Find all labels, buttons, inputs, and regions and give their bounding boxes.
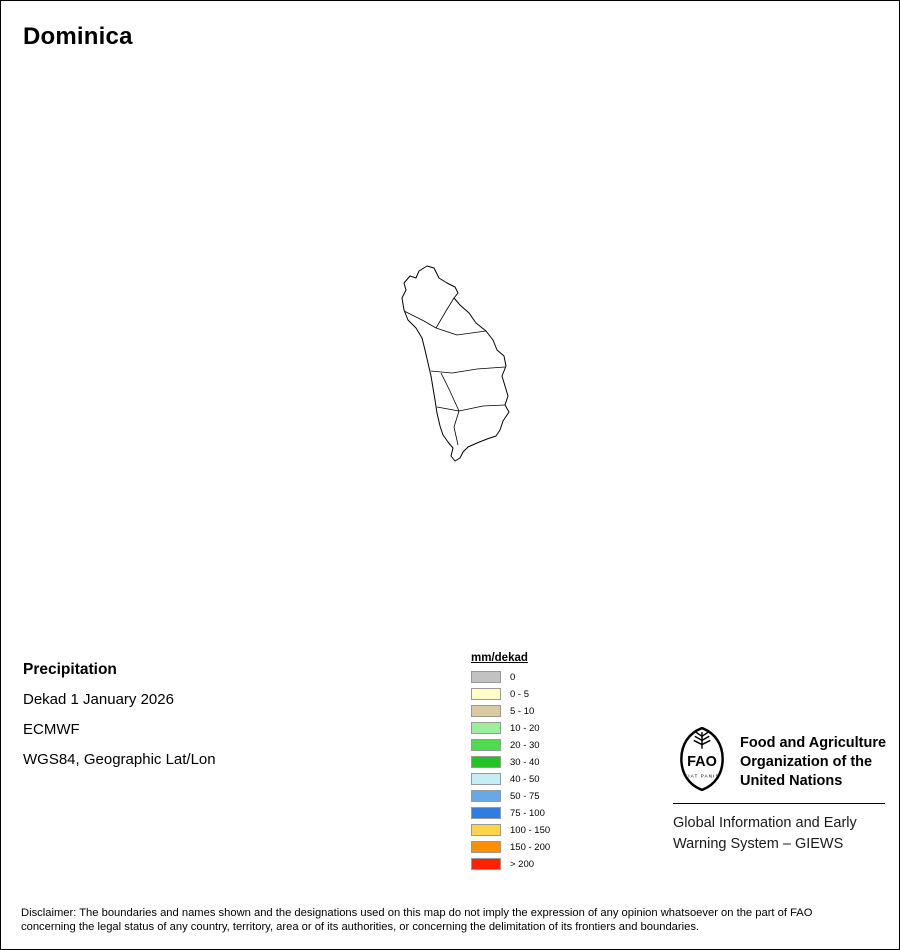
legend-rows: 0 0 - 5 5 - 10 10 - 20 20 - 30 30 - 40 40 - 50… bbox=[471, 671, 550, 870]
legend-row: 30 - 40 bbox=[471, 756, 550, 768]
dominica-coastline bbox=[401, 265, 510, 462]
fao-org-line1: Food and Agriculture bbox=[740, 735, 887, 751]
legend-swatch bbox=[471, 688, 501, 700]
legend-row: 75 - 100 bbox=[471, 807, 550, 819]
legend-row: 0 - 5 bbox=[471, 688, 550, 700]
fao-divider bbox=[673, 803, 885, 804]
legend-row: > 200 bbox=[471, 858, 550, 870]
fao-logo-text: FAO bbox=[687, 754, 717, 770]
legend-swatch bbox=[471, 824, 501, 836]
legend-swatch bbox=[471, 756, 501, 768]
info-dekad: Dekad 1 January 2026 bbox=[23, 691, 174, 708]
legend-row: 5 - 10 bbox=[471, 705, 550, 717]
fao-org-name: Food and Agriculture Organization of the… bbox=[740, 727, 886, 791]
legend-swatch bbox=[471, 841, 501, 853]
fao-org-line2: Organization of the bbox=[740, 754, 873, 770]
legend-label: 0 bbox=[510, 671, 516, 683]
legend-row: 10 - 20 bbox=[471, 722, 550, 734]
legend-label: 100 - 150 bbox=[510, 824, 551, 836]
legend-swatch bbox=[471, 773, 501, 785]
info-source: ECMWF bbox=[23, 721, 80, 738]
dominica-map bbox=[401, 265, 510, 462]
disclaimer-line1: Disclaimer: The boundaries and names sho… bbox=[21, 907, 813, 919]
map-info-block: Precipitation Dekad 1 January 2026 ECMWF… bbox=[23, 655, 216, 775]
fao-header: FAO FIAT PANIS Food and Agriculture Orga… bbox=[673, 727, 887, 791]
legend-label: 40 - 50 bbox=[510, 773, 540, 785]
page-title: Dominica bbox=[23, 23, 133, 50]
giews-line2: Warning System – GIEWS bbox=[673, 836, 844, 852]
legend-swatch bbox=[471, 858, 501, 870]
disclaimer: Disclaimer: The boundaries and names sho… bbox=[21, 906, 881, 934]
legend-row: 20 - 30 bbox=[471, 739, 550, 751]
fao-logo-icon: FAO FIAT PANIS bbox=[680, 727, 724, 791]
legend-swatch bbox=[471, 705, 501, 717]
legend-label: 30 - 40 bbox=[510, 756, 540, 768]
fao-logo-motto: FIAT PANIS bbox=[684, 774, 719, 780]
legend-label: 0 - 5 bbox=[510, 688, 530, 700]
legend-swatch bbox=[471, 807, 501, 819]
legend-swatch bbox=[471, 722, 501, 734]
legend-swatch bbox=[471, 790, 501, 802]
legend-row: 100 - 150 bbox=[471, 824, 550, 836]
giews-label: Global Information and Early Warning Sys… bbox=[673, 813, 887, 855]
legend-label: 5 - 10 bbox=[510, 705, 535, 717]
legend-row: 150 - 200 bbox=[471, 841, 550, 853]
legend-row: 40 - 50 bbox=[471, 773, 550, 785]
legend-swatch bbox=[471, 671, 501, 683]
legend-swatch bbox=[471, 739, 501, 751]
disclaimer-line2: concerning the legal status of any count… bbox=[21, 921, 700, 933]
legend-label: 20 - 30 bbox=[510, 739, 540, 751]
giews-line1: Global Information and Early bbox=[673, 815, 857, 831]
legend-label: 150 - 200 bbox=[510, 841, 551, 853]
legend-title: mm/dekad bbox=[471, 652, 528, 664]
wheat-ear-icon bbox=[693, 731, 711, 749]
fao-org-line3: United Nations bbox=[740, 773, 843, 789]
legend-label: > 200 bbox=[510, 858, 535, 870]
legend-label: 10 - 20 bbox=[510, 722, 540, 734]
parish-boundaries bbox=[403, 297, 506, 446]
legend-row: 0 bbox=[471, 671, 550, 683]
legend-row: 50 - 75 bbox=[471, 790, 550, 802]
info-precipitation-heading: Precipitation bbox=[23, 661, 117, 678]
legend-label: 75 - 100 bbox=[510, 807, 545, 819]
legend-label: 50 - 75 bbox=[510, 790, 540, 802]
legend: mm/dekad 0 0 - 5 5 - 10 10 - 20 20 - 30 30 - … bbox=[471, 652, 550, 875]
info-projection: WGS84, Geographic Lat/Lon bbox=[23, 751, 216, 768]
fao-block: FAO FIAT PANIS Food and Agriculture Orga… bbox=[673, 727, 887, 855]
